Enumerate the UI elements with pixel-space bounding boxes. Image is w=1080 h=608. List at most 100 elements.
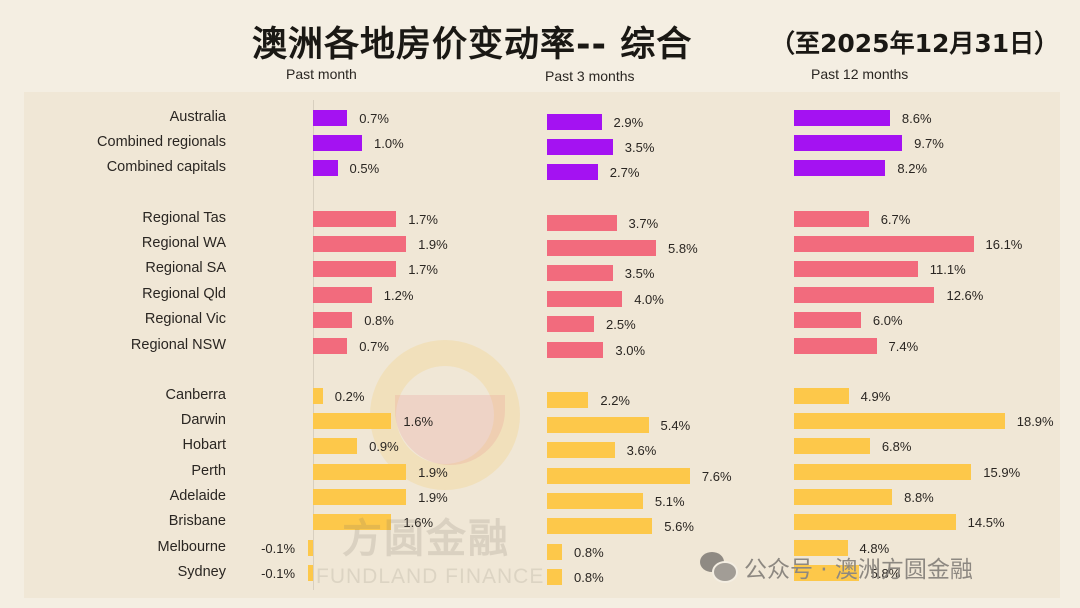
value-label: 0.8% <box>574 545 604 560</box>
bar <box>794 236 974 252</box>
value-label: 0.2% <box>334 389 365 404</box>
category-label: Sydney <box>177 564 226 580</box>
value-label: 14.5% <box>967 515 1005 530</box>
bar <box>794 540 848 556</box>
value-label: 3.5% <box>624 140 655 155</box>
bar <box>794 312 861 328</box>
value-label: 1.0% <box>374 136 404 151</box>
bar <box>547 342 604 358</box>
bar <box>794 464 972 480</box>
value-label: 16.1% <box>985 237 1023 252</box>
value-label: 8.8% <box>904 490 934 505</box>
bar <box>794 514 956 530</box>
bar <box>313 388 323 404</box>
bar <box>547 316 594 332</box>
title-date: （至2025年12月31日） <box>770 29 1060 58</box>
bar <box>313 160 338 176</box>
bar <box>313 312 353 328</box>
bar <box>547 114 602 130</box>
value-label: 1.7% <box>408 262 438 277</box>
value-label: 1.9% <box>418 465 448 480</box>
value-label: 0.7% <box>359 339 389 354</box>
watermark-text-cn: 方圆金融 <box>342 516 510 562</box>
chart-panel <box>24 92 1060 598</box>
bar <box>313 236 407 252</box>
bar <box>794 261 918 277</box>
category-label: Adelaide <box>169 488 226 504</box>
bar <box>308 540 313 556</box>
bar <box>794 338 877 354</box>
bar <box>794 565 859 581</box>
value-label: 1.9% <box>418 490 448 505</box>
bar <box>794 388 849 404</box>
value-label: 0.5% <box>349 161 380 176</box>
bar <box>547 139 613 155</box>
category-label: Regional Tas <box>142 210 226 226</box>
bar <box>794 160 886 176</box>
value-label: 5.8% <box>870 566 901 581</box>
value-label: 8.2% <box>897 161 928 176</box>
bar <box>547 291 623 307</box>
watermark-text-en: FUNDLAND FINANCE <box>316 565 545 588</box>
bar <box>547 417 649 433</box>
value-label: 6.0% <box>872 313 903 328</box>
bar <box>308 565 313 581</box>
value-label: 3.7% <box>628 216 659 231</box>
bar <box>794 489 893 505</box>
category-label: Melbourne <box>157 539 226 555</box>
value-label: 2.7% <box>609 165 640 180</box>
value-label: 5.1% <box>654 494 685 509</box>
value-label: -0.1% <box>261 541 296 556</box>
bar <box>313 211 397 227</box>
title-main: 澳洲各地房价变动率-- 综合 <box>252 25 693 65</box>
value-label: 8.6% <box>901 111 932 126</box>
value-label: 0.7% <box>359 111 389 126</box>
value-label: 6.8% <box>881 439 912 454</box>
value-label: 9.7% <box>914 136 944 151</box>
category-label: Darwin <box>180 412 226 428</box>
category-label: Regional WA <box>141 235 226 251</box>
column-header-past-12-months: Past 12 months <box>811 66 909 82</box>
value-label: 7.6% <box>701 469 732 484</box>
value-label: 0.8% <box>574 570 604 585</box>
value-label: 1.6% <box>403 414 434 429</box>
value-label: 5.8% <box>668 241 698 256</box>
bar <box>313 489 407 505</box>
bar <box>794 287 935 303</box>
bar <box>547 164 598 180</box>
category-label: Regional SA <box>145 260 226 276</box>
category-label: Regional Qld <box>142 286 226 302</box>
value-label: 1.6% <box>403 515 434 530</box>
value-label: 4.8% <box>859 541 890 556</box>
bar <box>547 265 613 281</box>
wechat-account-badge: 公众号 · 澳洲方圆金融 <box>700 550 973 584</box>
bar <box>313 287 372 303</box>
bar <box>547 392 589 408</box>
value-label: 12.6% <box>946 288 984 303</box>
value-label: 3.0% <box>615 343 646 358</box>
value-label: 0.9% <box>369 439 399 454</box>
bar <box>313 135 362 151</box>
column-header-past-month: Past month <box>286 66 357 82</box>
value-label: 1.2% <box>383 288 414 303</box>
value-label: 5.6% <box>664 519 694 534</box>
value-label: 11.1% <box>929 262 966 277</box>
category-label: Perth <box>191 463 226 479</box>
wechat-account-label: 公众号 · 澳洲方圆金融 <box>744 557 973 583</box>
value-label: 4.9% <box>860 389 891 404</box>
bar <box>547 493 643 509</box>
value-label: 18.9% <box>1016 414 1054 429</box>
category-label: Regional NSW <box>130 337 226 353</box>
value-label: 3.6% <box>626 443 657 458</box>
category-label: Canberra <box>165 387 226 403</box>
value-label: 7.4% <box>888 339 919 354</box>
bar <box>313 438 358 454</box>
bar <box>547 468 690 484</box>
bar <box>547 442 615 458</box>
value-label: 2.2% <box>600 393 630 408</box>
bar <box>313 464 407 480</box>
value-label: 4.0% <box>634 292 664 307</box>
category-label: Combined capitals <box>106 159 226 175</box>
category-label: Regional Vic <box>144 311 226 327</box>
bar <box>794 211 869 227</box>
